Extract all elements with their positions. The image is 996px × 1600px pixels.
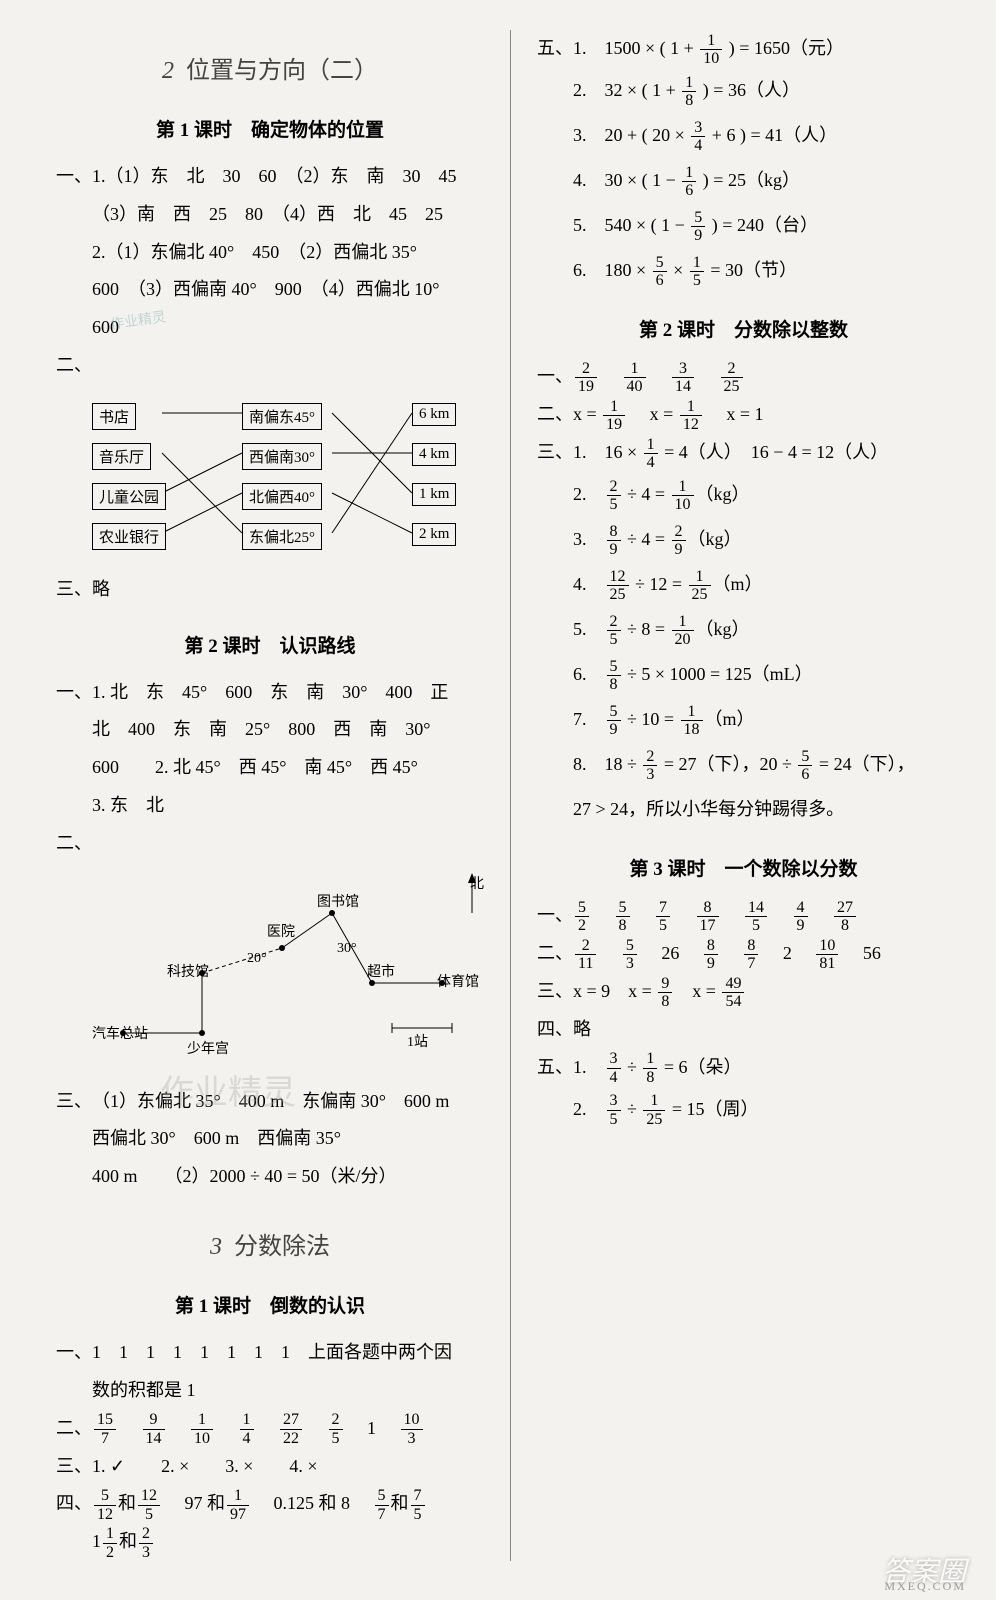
q2-label: 二、 — [56, 347, 492, 385]
r-q5-3: 3. 20 + ( 20 × 34 + 6 ) = 41（人） — [529, 113, 958, 158]
q1-row: （3）南 西 25 80 （4）西 北 45 25 — [48, 196, 492, 234]
match-box: 东偏北25° — [242, 523, 322, 550]
route-diagram: 北 图书馆 医院 超市 体育馆 科技馆 汽车总站 少年宫 1站 20° 30° — [92, 873, 492, 1073]
q1-row: 2.（1）东偏北 40° 450 （2）西偏北 35° — [48, 234, 492, 272]
q1-row: 600 （3）西偏南 40° 900 （4）西偏北 10° — [48, 271, 492, 309]
right-column: 五、 1. 1500 × ( 1 + 110 ) = 1650（元） 2. 32… — [511, 30, 976, 1561]
l31-q1: 数的积都是 1 — [48, 1372, 492, 1410]
rl2-q3-8: 8. 18 ÷ 23 = 27（下），20 ÷ 56 = 24（下）， — [529, 742, 958, 787]
l31-q1: 一、1 1 1 1 1 1 1 1 上面各题中两个因 — [56, 1334, 492, 1372]
q1-row: 600 — [48, 309, 492, 347]
l31-q4b: 112和23 — [48, 1523, 492, 1561]
l31-q2: 二、 157 914 110 14 2722 25 1 103 — [56, 1410, 492, 1448]
rl3-q5: 五、 1. 34 ÷ 18 = 6（朵） — [537, 1049, 958, 1087]
lesson-1-title: 第 1 课时 确定物体的位置 — [48, 115, 492, 142]
l2-q2: 二、 — [56, 825, 492, 863]
rl2-q3-2: 2. 25 ÷ 4 = 110（kg） — [529, 472, 958, 517]
rl3-q4: 四、略 — [537, 1011, 958, 1049]
rl2-q3-8b: 27 > 24，所以小华每分钟踢得多。 — [529, 787, 958, 832]
match-box: 北偏西40° — [242, 483, 322, 510]
rl3-q3: 三、 x = 9 x = 98 x = 4954 — [537, 973, 958, 1011]
r-q5: 五、 1. 1500 × ( 1 + 110 ) = 1650（元） — [537, 30, 958, 68]
match-box: 南偏东45° — [242, 403, 322, 430]
r-q5-6: 6. 180 × 56 × 15 = 30（节） — [529, 248, 958, 293]
footer-sub: MXEQ.COM — [884, 1579, 966, 1594]
route-svg — [92, 873, 492, 1073]
match-box: 1 km — [412, 483, 456, 506]
l31-q4: 四、 512和125 97 和197 0.125 和 8 57和75 — [56, 1485, 492, 1523]
chapter-2-title: 2位置与方向（二） — [48, 50, 492, 85]
match-box: 农业银行 — [92, 523, 166, 550]
match-box: 书店 — [92, 403, 136, 430]
l2-q1: 一、1. 北 东 45° 600 东 南 30° 400 正 — [56, 674, 492, 712]
r-lesson-2-title: 第 2 课时 分数除以整数 — [529, 315, 958, 342]
r-lesson-3-title: 第 3 课时 一个数除以分数 — [529, 854, 958, 881]
r-q5-5: 5. 540 × ( 1 − 59 ) = 240（台） — [529, 203, 958, 248]
left-column: 2位置与方向（二） 第 1 课时 确定物体的位置 一、1.（1）东 北 30 6… — [30, 30, 511, 1561]
l2-q1: 北 400 东 南 25° 800 西 南 30° — [48, 711, 492, 749]
match-box: 2 km — [412, 523, 456, 546]
l2-q1: 600 2. 北 45° 西 45° 南 45° 西 45° — [48, 749, 492, 787]
l2-q3: 三、（1）东偏北 35° 400 m 东偏南 30° 600 m — [56, 1083, 492, 1121]
lesson-2-title: 第 2 课时 认识路线 — [48, 631, 492, 658]
r-q5-4: 4. 30 × ( 1 − 16 ) = 25（kg） — [529, 158, 958, 203]
l2-q3: 西偏北 30° 600 m 西偏南 35° — [48, 1120, 492, 1158]
match-box: 儿童公园 — [92, 483, 166, 510]
rl2-q3-3: 3. 89 ÷ 4 = 29（kg） — [529, 517, 958, 562]
lesson-3-1-title: 第 1 课时 倒数的认识 — [48, 1291, 492, 1318]
match-box: 6 km — [412, 403, 456, 426]
rl3-q2: 二、 211 53 26 89 87 2 1081 56 — [537, 935, 958, 973]
rl2-q1: 一、 219 140 314 225 — [537, 358, 958, 396]
match-box: 音乐厅 — [92, 443, 151, 470]
rl3-q5-2: 2. 35 ÷ 125 = 15（周） — [529, 1087, 958, 1132]
rl2-q3: 三、 1. 16 × 14 = 4（人） 16 − 4 = 12（人） — [537, 434, 958, 472]
chapter-3-title: 3分数除法 — [48, 1226, 492, 1261]
rl3-q1: 一、 52 58 75 817 145 49 278 — [537, 897, 958, 935]
q3-row: 三、略 — [56, 571, 492, 609]
l2-q3: 400 m （2）2000 ÷ 40 = 50（米/分） — [48, 1158, 492, 1196]
match-box: 4 km — [412, 443, 456, 466]
matching-diagram: 书店 音乐厅 儿童公园 农业银行 南偏东45° 西偏南30° 北偏西40° 东偏… — [92, 393, 492, 563]
q1-row: 一、1.（1）东 北 30 60 （2）东 南 30 45 — [56, 158, 492, 196]
l31-q3: 三、1. ✓ 2. × 3. × 4. × — [56, 1448, 492, 1486]
match-box: 西偏南30° — [242, 443, 322, 470]
l2-q1: 3. 东 北 — [48, 787, 492, 825]
rl2-q3-7: 7. 59 ÷ 10 = 118（m） — [529, 697, 958, 742]
rl2-q3-5: 5. 25 ÷ 8 = 120（kg） — [529, 607, 958, 652]
rl2-q3-4: 4. 1225 ÷ 12 = 125（m） — [529, 562, 958, 607]
rl2-q3-6: 6. 58 ÷ 5 × 1000 = 125（mL） — [529, 652, 958, 697]
r-q5-2: 2. 32 × ( 1 + 18 ) = 36（人） — [529, 68, 958, 113]
rl2-q2: 二、 x = 119 x = 112 x = 1 — [537, 396, 958, 434]
